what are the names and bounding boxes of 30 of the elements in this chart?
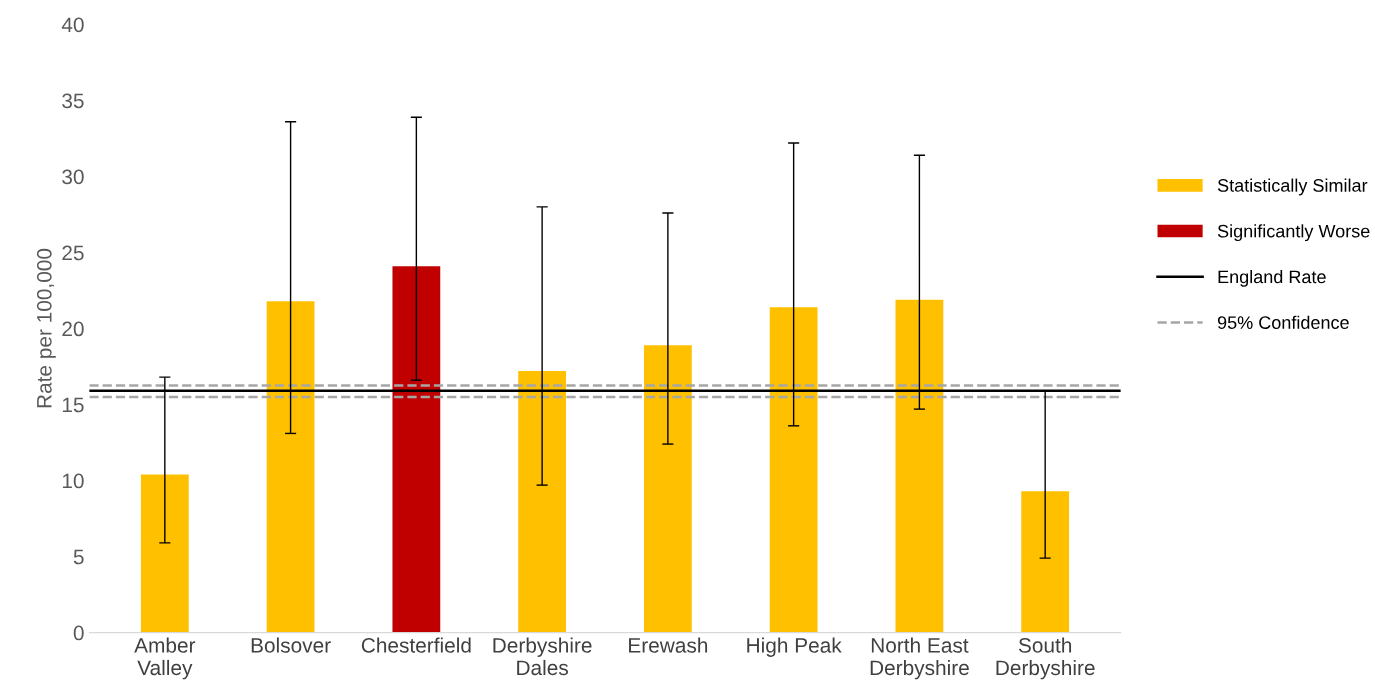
bar [1021,491,1070,633]
bar [518,371,567,633]
legend-label: 95% Confidence [1217,315,1349,329]
x-tick-label: Erewash [629,637,708,653]
bar [769,307,818,633]
legend-label: England Rate [1218,270,1326,287]
x-tick-label: High Peak [747,637,842,657]
y-tick-label: 30 [62,169,84,185]
y-tick-label: 15 [62,397,84,413]
x-tick-label: South Derbyshire [996,637,1095,680]
bar [895,299,944,633]
y-tick-label: 35 [62,93,84,109]
x-tick-label: North East Derbyshire [870,637,969,680]
bar [392,266,441,633]
bar [140,474,189,633]
legend-label: Statistically Similar [1217,178,1368,196]
y-tick-label: 10 [62,473,84,489]
bar [266,301,315,633]
y-axis-title: Rate per 100,000 [36,248,56,408]
x-tick-label: Chesterfield [361,637,471,653]
y-tick-label: 20 [62,321,84,337]
y-tick-label: 0 [73,625,84,641]
bar [643,345,692,633]
y-tick-label: 40 [61,17,84,33]
y-tick-label: 5 [73,549,84,565]
x-tick-label: Bolsover [251,637,331,653]
x-tick-label: Derbyshire Dales [493,637,592,676]
legend-label: Significantly Worse [1217,224,1370,242]
y-tick-label: 25 [62,245,84,261]
x-tick-label: Amber Valley [134,637,196,680]
